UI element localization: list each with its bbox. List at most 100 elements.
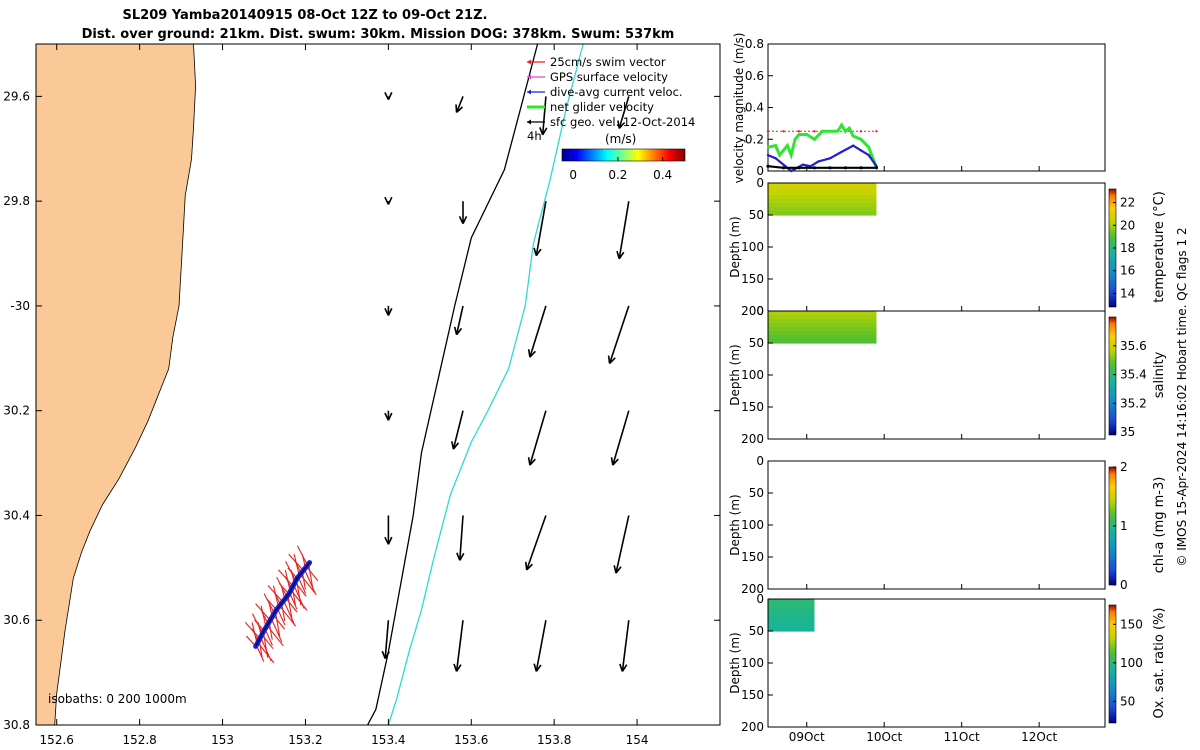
swim-vector <box>295 579 302 606</box>
chla-colorbar-label: chl-a (mg m-3) <box>1152 477 1167 574</box>
oxygen-colorbar <box>1108 604 1117 724</box>
chla-axes-bg <box>768 461 1105 589</box>
swim-vector <box>297 576 307 594</box>
velocity-point-swim <box>766 130 770 133</box>
velocity-point-net <box>797 133 801 136</box>
chla-colorbar-tick-label: 0 <box>1120 578 1128 592</box>
map-x-tick-label: 154 <box>626 733 649 747</box>
legend-scale-label: 4h <box>527 129 542 143</box>
surface-velocity-arrowhead <box>616 250 625 260</box>
oxygen-data-cell <box>768 623 815 628</box>
oxygen-data-cell <box>768 607 815 612</box>
temperature-y-tick-label: 150 <box>741 272 764 286</box>
temperature-colorbar-label: temperature (°C) <box>1152 191 1167 303</box>
salinity-colorbar <box>1108 316 1117 436</box>
temperature-data-cell <box>768 195 877 200</box>
chla-y-tick-label: 200 <box>741 582 764 596</box>
temperature-ylabel: Depth (m) <box>728 216 742 277</box>
surface-velocity-vector <box>455 96 464 113</box>
surface-velocity-vector <box>621 620 630 672</box>
swim-vector <box>262 631 269 658</box>
surface-velocity-vector <box>455 620 464 672</box>
swim-vector <box>285 597 298 613</box>
chla-ylabel: Depth (m) <box>728 494 742 555</box>
velocity-point-net <box>766 146 770 149</box>
surface-velocity-vector <box>452 410 464 450</box>
surface-velocity-vector <box>529 305 547 358</box>
map-x-tick-label: 153.4 <box>371 733 405 747</box>
velocity-ylabel: velocity magnitude (m/s) <box>732 33 746 184</box>
oxygen-x-tick-label: 10Oct <box>866 730 902 744</box>
velocity-point-sfc <box>828 166 832 170</box>
oxygen-colorbar-tick-label: 150 <box>1120 617 1143 631</box>
velocity-point-dac <box>774 157 777 160</box>
oxygen-colorbar-tick-label: 100 <box>1120 656 1143 670</box>
velocity-point-dac <box>867 153 870 157</box>
surface-velocity-vector <box>608 305 630 364</box>
salinity-panel: 0 50 100 150 200 Depth (m) 35 35.2 35.4 35.6 salin… <box>728 304 1167 446</box>
legend-gps-label: GPS surface velocity <box>550 70 668 84</box>
chla-y-tick-label: 50 <box>749 486 764 500</box>
velocity-point-net <box>813 138 816 141</box>
velocity-point-dac <box>859 149 863 152</box>
salinity-data-cell <box>768 319 877 324</box>
credit-text: © IMOS 15-Apr-2024 14:16:02 Hobart time.… <box>1175 227 1189 566</box>
temperature-colorbar-tick-label: 22 <box>1120 196 1135 210</box>
chla-y-tick-label: 100 <box>741 518 764 532</box>
temperature-y-tick-label: 200 <box>741 304 764 318</box>
velocity-point-swim <box>797 130 801 133</box>
surface-velocity-arrowhead <box>456 552 465 561</box>
surface-velocity-arrowhead <box>453 663 462 672</box>
map-x-tick-label: 153.6 <box>454 733 488 747</box>
temperature-data-cell <box>768 203 877 208</box>
swim-vector <box>306 566 319 581</box>
velocity-point-net <box>848 126 851 130</box>
velocity-y-tick-label: 0.2 <box>745 132 764 146</box>
salinity-y-tick-label: 0 <box>756 304 764 318</box>
swim-vector <box>270 618 283 643</box>
map-x-tick-label: 152.6 <box>40 733 74 747</box>
salinity-data-cell <box>768 323 877 328</box>
velocity-point-net <box>844 130 847 133</box>
oxygen-ylabel: Depth (m) <box>728 632 742 693</box>
legend-colorbar-tick-label: 0 <box>569 168 577 182</box>
surface-velocity-arrowhead <box>525 561 533 571</box>
map-y-tick-label: 29.6 <box>3 89 30 103</box>
land-polygon <box>36 44 197 725</box>
surface-velocity-vector <box>459 515 464 561</box>
swim-vector <box>274 611 281 638</box>
chla-y-tick-label: 0 <box>756 454 764 468</box>
swim-vector <box>255 603 271 621</box>
temperature-data-cell <box>768 207 877 212</box>
velocity-point-net <box>840 123 843 127</box>
swim-vector <box>296 545 309 566</box>
velocity-point-sfc <box>859 166 863 170</box>
surface-velocity-arrowhead <box>384 92 393 100</box>
velocity-panel: 0 0.2 0.4 0.6 0.8 velocity magnitude (m/s) <box>732 33 1106 184</box>
map-y-tick-label: 30.2 <box>3 404 30 418</box>
salinity-y-tick-label: 150 <box>741 400 764 414</box>
velocity-point-net <box>821 130 824 133</box>
surface-velocity-vector <box>535 201 547 256</box>
velocity-series-sfc <box>767 165 877 169</box>
chla-colorbar-tick-label: 2 <box>1120 460 1128 474</box>
surface-velocity-vector <box>618 96 630 129</box>
velocity-point-net <box>836 130 839 133</box>
velocity-point-sfc <box>797 166 801 170</box>
map-x-tick-label: 153 <box>211 733 234 747</box>
temperature-colorbar-tick-label: 20 <box>1120 218 1135 232</box>
oxygen-y-tick-label: 0 <box>756 592 764 606</box>
legend-sfc-label: sfc geo. vel. 12-Oct-2014 <box>550 115 695 129</box>
legend-colorbar-tick-label: 0.4 <box>653 168 672 182</box>
oxygen-y-tick-label: 200 <box>741 720 764 734</box>
chla-colorbar-tick-label: 1 <box>1120 519 1128 533</box>
velocity-point-dac <box>801 163 805 166</box>
surface-velocity-vectors <box>381 92 630 672</box>
map-y-tick-label: 30.8 <box>3 718 30 732</box>
legend-swim-arrowhead <box>527 59 531 65</box>
oxygen-y-tick-label: 50 <box>749 624 764 638</box>
map-y-tick-label: 30.6 <box>3 613 30 627</box>
salinity-y-tick-label: 200 <box>741 432 764 446</box>
velocity-point-net <box>852 134 855 138</box>
